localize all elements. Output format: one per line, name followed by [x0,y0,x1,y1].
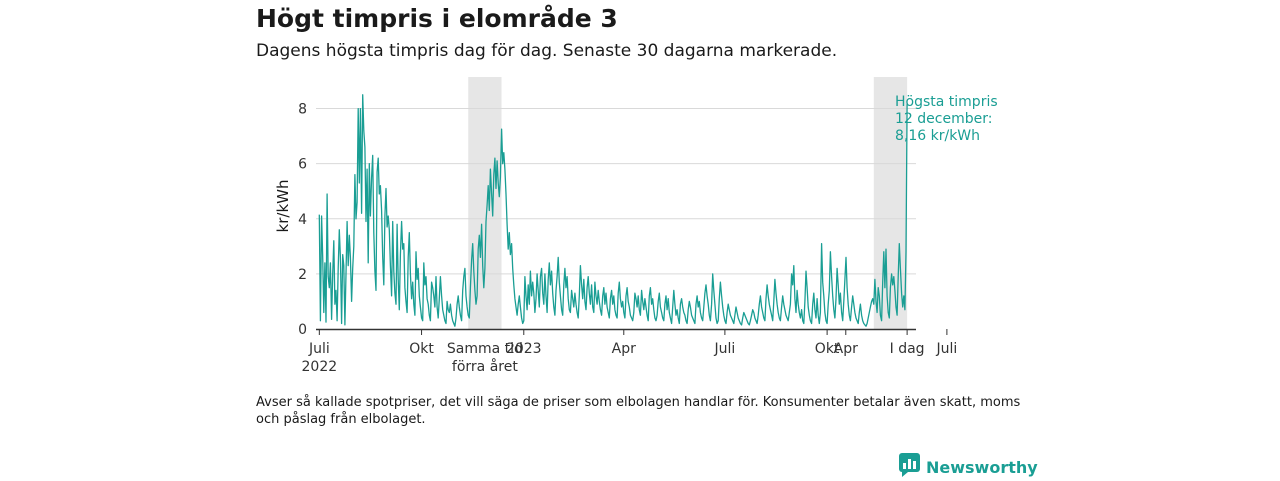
y-tick-label: 4 [298,212,307,228]
x-tick-label: 2023 [506,341,542,357]
x-tick-label-line-2: 2022 [302,359,338,375]
y-axis-ticks: 0 2 4 6 8 [298,102,307,338]
bar-chart-icon [899,453,920,481]
x-tick-label: Okt [409,341,434,357]
annotation-line-1: Högsta timpris [895,94,998,110]
y-tick-label: 0 [298,322,307,338]
chart-title: Högt timpris i elområde 3 [256,4,618,33]
series-line [318,94,908,327]
x-tick-label: Juli [308,341,330,357]
highlight-label: Samma tid [447,341,523,357]
annotation-line-2: 12 december: [895,111,992,127]
x-tick-label: Apr [612,341,636,357]
x-tick-label: Juli [713,341,735,357]
y-axis-label: kr/kWh [274,180,292,233]
x-tick-label: Apr [834,341,858,357]
brand-name: Newsworthy [926,457,1038,477]
annotation-line-3: 8,16 kr/kWh [895,128,980,144]
x-tick-label: Juli [935,341,957,357]
highlight-label-line-2: förra året [452,358,518,375]
y-tick-label: 6 [298,157,307,173]
brand-logo: Newsworthy [899,453,1038,481]
chart-subtitle: Dagens högsta timpris dag för dag. Senas… [256,41,838,61]
y-tick-label: 2 [298,267,307,283]
x-tick-label: Okt [815,341,840,357]
x-tick-label: I dag [890,341,925,357]
highlight-band [468,77,502,329]
y-tick-label: 8 [298,102,307,118]
footnote: Avser så kallade spotpriser, det vill sä… [256,395,1021,427]
gridlines [316,108,916,275]
max-annotation: Högsta timpris 12 december: 8,16 kr/kWh [895,94,998,144]
